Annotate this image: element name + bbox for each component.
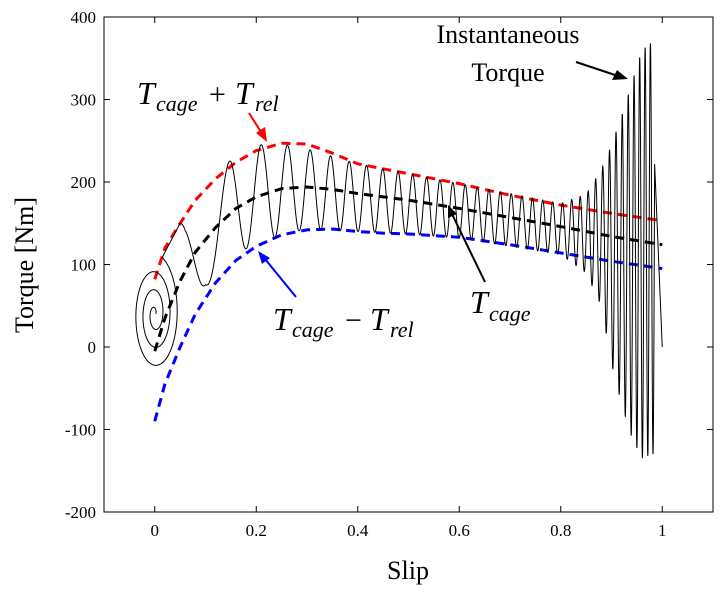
annotation-plus-op: +: [209, 78, 226, 111]
x-tick-label: 1: [658, 521, 667, 540]
annotation-arrow-instantaneous: [575, 61, 619, 77]
x-tick-label: 0: [151, 521, 160, 540]
annotation-arrowhead-plus: [256, 127, 267, 142]
annotation-arrowhead-minus: [258, 251, 270, 264]
annotation-plus-T: T: [137, 75, 157, 111]
series-cage: [153, 185, 663, 352]
tick-labels: 0 0.2 0.4 0.6 0.8 1 -200 -100 0 100 200 300 400: [65, 8, 667, 540]
annotation-plus-sub-cage: cage: [156, 91, 198, 116]
y-tick-label: -100: [65, 421, 96, 440]
series-instantaneous-torque: [135, 43, 663, 459]
y-tick-label: 400: [71, 8, 97, 27]
annotation-plus-sub-rel: rel: [255, 91, 279, 116]
annotation-arrow-cage: [451, 213, 486, 283]
annotation-plus-T2: T: [235, 75, 255, 111]
annotation-cage-sub: cage: [489, 301, 531, 326]
x-tick-label: 0.2: [246, 521, 267, 540]
x-tick-label: 0.6: [449, 521, 470, 540]
x-axis-title: Slip: [387, 556, 429, 585]
y-tick-label: 300: [71, 91, 97, 110]
annotation-cage-T: T: [470, 284, 490, 320]
y-tick-label: 0: [88, 338, 97, 357]
annotation-cage-plus-rel: T cage + T rel: [137, 75, 279, 116]
annotation-instantaneous-line1: Instantaneous: [437, 20, 580, 49]
y-tick-label: 200: [71, 173, 97, 192]
annotation-minus-sub-rel: rel: [390, 317, 414, 342]
annotation-instantaneous-line2: Torque: [471, 58, 544, 87]
series-lines: [135, 43, 663, 459]
y-tick-label: -200: [65, 503, 96, 522]
annotation-minus-op: −: [345, 304, 362, 337]
annotation-minus-T: T: [273, 301, 293, 337]
y-axis-title: Torque [Nm]: [10, 197, 39, 333]
x-tick-label: 0.8: [550, 521, 571, 540]
annotation-arrowhead-cage: [448, 205, 457, 218]
series-cage-plus-rel: [153, 141, 663, 280]
series-cage-minus-rel: [153, 227, 663, 422]
annotation-minus-T2: T: [370, 301, 390, 337]
y-tick-label: 100: [71, 256, 97, 275]
axis-ticks: [104, 16, 713, 513]
annotation-arrow-minus: [264, 258, 297, 298]
annotation-arrow-plus: [248, 112, 262, 133]
annotation-arrowhead-instantaneous: [612, 70, 628, 80]
annotation-minus-sub-cage: cage: [292, 317, 334, 342]
x-tick-label: 0.4: [347, 521, 369, 540]
annotation-cage: T cage: [470, 284, 531, 326]
annotation-cage-minus-rel: T cage − T rel: [273, 301, 414, 342]
